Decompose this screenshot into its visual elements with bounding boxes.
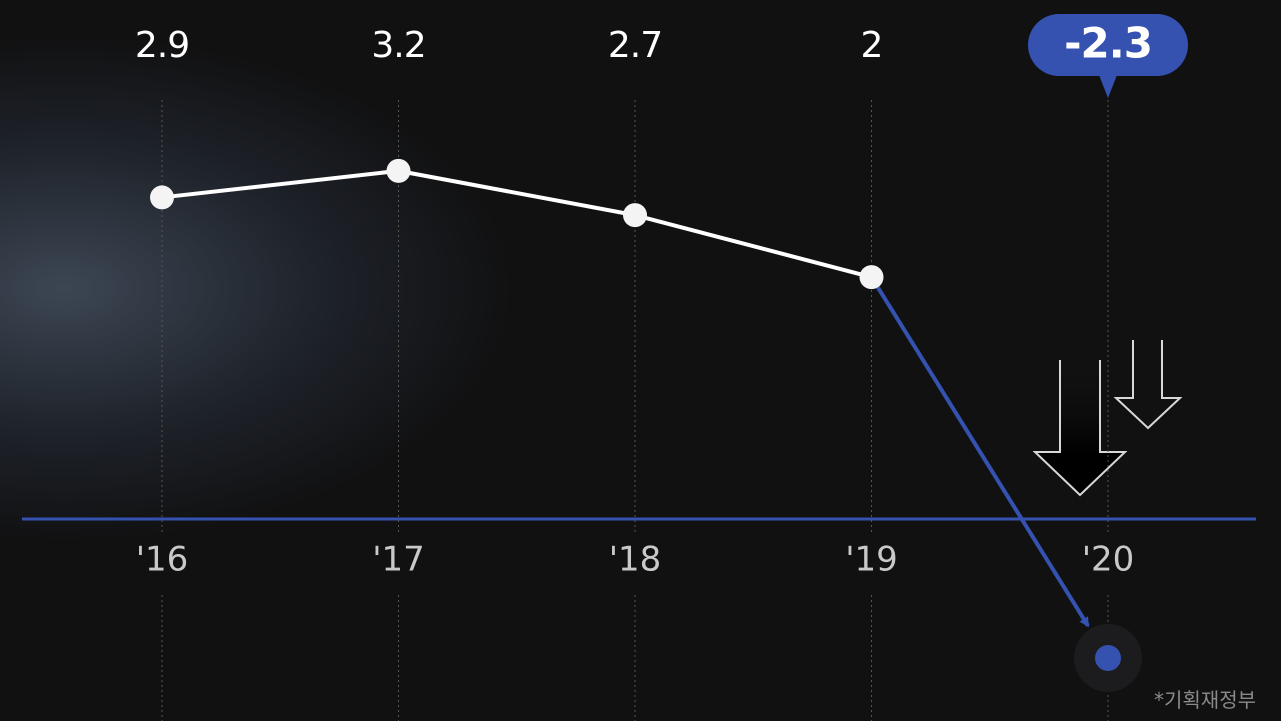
source: *기획재정부 <box>1154 688 1256 712</box>
point <box>623 203 647 228</box>
value-label: 2.9 <box>135 25 189 66</box>
decor-arrows <box>1032 340 1183 497</box>
point <box>859 265 884 290</box>
line-segment <box>161 168 399 200</box>
point <box>386 158 411 183</box>
point <box>1095 645 1121 671</box>
x-tick-label: '17 <box>372 540 425 580</box>
negative-segment <box>869 276 1090 628</box>
value-label: -2.3 <box>1064 19 1152 68</box>
x-tick-label: '19 <box>845 540 898 580</box>
x-tick-label: '16 <box>136 540 189 580</box>
plot: '16 '17 '18 '19 '20 2.9 3.2 2.7 2 -2.3 <box>135 14 1188 721</box>
value-label: 2 <box>861 25 883 66</box>
line-segment <box>634 213 873 280</box>
line-segment <box>398 168 636 218</box>
x-tick-label: '20 <box>1082 540 1135 580</box>
point <box>150 185 174 210</box>
x-tick-label: '18 <box>609 540 662 580</box>
value-pill <box>1028 14 1188 76</box>
value-pill-tail <box>1099 75 1117 98</box>
value-label: 2.7 <box>608 25 662 66</box>
value-label: 3.2 <box>371 25 425 66</box>
